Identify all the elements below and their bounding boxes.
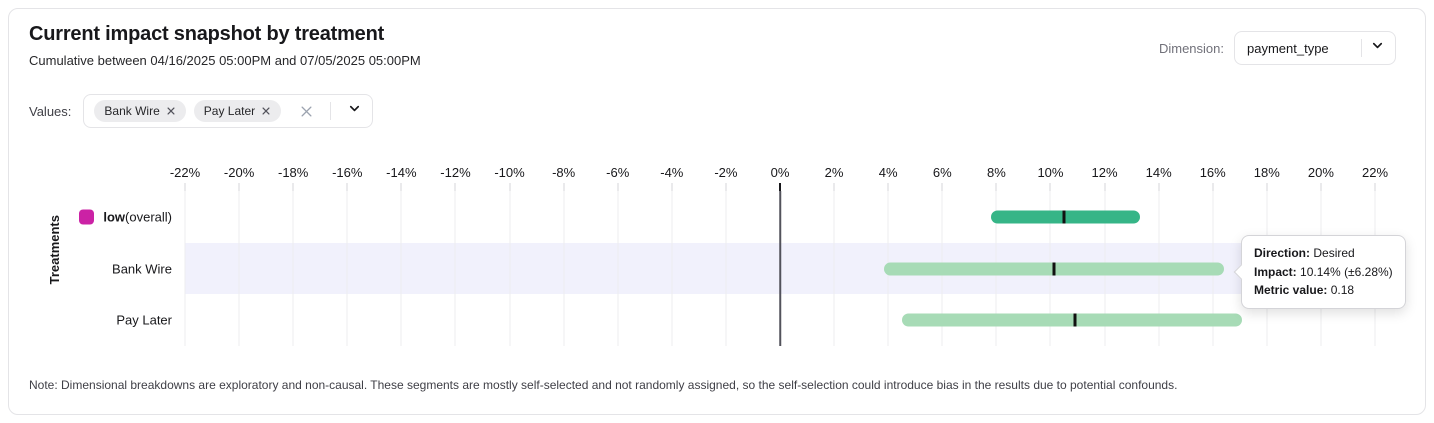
tooltip-direction-row: Direction: Desired bbox=[1254, 246, 1355, 260]
x-axis-tick-label: 22% bbox=[1361, 165, 1389, 180]
dimension-label: Dimension: bbox=[1158, 40, 1224, 56]
axis-tick bbox=[725, 183, 727, 191]
x-axis-tick-label: -10% bbox=[494, 165, 525, 180]
axis-tick bbox=[1266, 183, 1268, 191]
x-axis-tick-label: -8% bbox=[552, 165, 576, 180]
impact-marker bbox=[1062, 210, 1066, 224]
remove-chip-icon[interactable] bbox=[261, 106, 271, 116]
axis-tick bbox=[454, 183, 456, 191]
axis-tick bbox=[563, 183, 565, 191]
axis-tick bbox=[1212, 183, 1214, 191]
confidence-interval-bar[interactable] bbox=[901, 313, 1243, 327]
x-axis-tick-label: 20% bbox=[1307, 165, 1334, 180]
x-axis-tick-label: -18% bbox=[277, 165, 309, 180]
x-axis-tick-label: 18% bbox=[1253, 165, 1280, 180]
axis-tick bbox=[400, 183, 402, 191]
values-label: Values: bbox=[29, 103, 72, 119]
row-label: Bank Wire bbox=[112, 261, 172, 276]
x-axis-tick-label: 4% bbox=[878, 165, 898, 180]
x-axis-tick-label: -22% bbox=[169, 165, 201, 180]
axis-tick bbox=[833, 183, 835, 191]
plot-area: low (overall) Bank Wire Pay Later Directio… bbox=[79, 191, 1406, 346]
values-multiselect[interactable]: Bank Wire Pay Later bbox=[83, 94, 374, 128]
axis-tick bbox=[779, 183, 781, 191]
x-axis-tick-label: -16% bbox=[332, 165, 363, 180]
x-axis-tick-label: 0% bbox=[770, 165, 790, 180]
dimension-selected-value: payment_type bbox=[1247, 40, 1329, 56]
value-chip[interactable]: Pay Later bbox=[193, 100, 282, 122]
axis-tick bbox=[1158, 183, 1160, 191]
chip-label: Bank Wire bbox=[104, 104, 160, 118]
tooltip: Direction: Desired Impact: 10.14% (±6.28… bbox=[1241, 235, 1406, 309]
gridline bbox=[400, 191, 402, 346]
axis-tick bbox=[1049, 183, 1051, 191]
chip-label: Pay Later bbox=[203, 104, 256, 118]
gridline bbox=[563, 191, 565, 346]
impact-marker bbox=[1073, 313, 1077, 327]
axis-tick bbox=[1374, 183, 1376, 191]
chevron-down-icon[interactable] bbox=[347, 101, 362, 121]
zero-line bbox=[779, 191, 781, 346]
axis-tick bbox=[671, 183, 673, 191]
x-axis-tick-label: -6% bbox=[606, 165, 630, 180]
x-axis-tick-label: -20% bbox=[223, 165, 255, 180]
x-axis-tick-label: 8% bbox=[986, 165, 1006, 180]
axis-tick bbox=[995, 183, 997, 191]
gridline bbox=[671, 191, 673, 346]
clear-values-icon[interactable] bbox=[299, 104, 314, 119]
x-axis-tick-label: 6% bbox=[932, 165, 952, 180]
metric-swatch bbox=[79, 209, 95, 225]
x-axis-tick-label: -14% bbox=[386, 165, 417, 180]
gridline bbox=[292, 191, 294, 346]
axis-tick bbox=[1104, 183, 1106, 191]
divider bbox=[330, 102, 332, 120]
x-axis-tick-label: 10% bbox=[1037, 165, 1064, 180]
impact-snapshot-card: Current impact snapshot by treatment Cum… bbox=[8, 8, 1426, 415]
date-range-subtitle: Cumulative between 04/16/2025 05:00PM an… bbox=[29, 53, 421, 68]
axis-tick bbox=[941, 183, 943, 191]
x-axis-tick-label: -12% bbox=[440, 165, 471, 180]
divider bbox=[1361, 39, 1362, 57]
gridline bbox=[454, 191, 456, 346]
gridline bbox=[509, 191, 511, 346]
axis-tick bbox=[887, 183, 889, 191]
tooltip-metric-row: Metric value: 0.18 bbox=[1254, 283, 1355, 298]
x-axis-tick-label: 14% bbox=[1145, 165, 1172, 180]
x-axis-tick-label: 2% bbox=[824, 165, 844, 180]
x-axis-tick-label: 16% bbox=[1199, 165, 1226, 180]
row-label: low (overall) bbox=[79, 209, 172, 225]
gridline bbox=[346, 191, 348, 346]
x-axis-ticks bbox=[184, 183, 1376, 191]
chart-row: Pay Later bbox=[116, 294, 1375, 346]
impact-chart: -22% -20% -18% -16% -14% -12% -10% -8% -6% -4% -2%… bbox=[9, 163, 1425, 346]
chevron-down-icon bbox=[1370, 38, 1385, 58]
axis-tick bbox=[346, 183, 348, 191]
dimension-select[interactable]: payment_type bbox=[1234, 31, 1396, 65]
axis-tick bbox=[292, 183, 294, 191]
tooltip-impact-row: Impact: 10.14% (±6.28%) bbox=[1254, 264, 1393, 279]
page-title: Current impact snapshot by treatment bbox=[29, 23, 385, 45]
impact-marker bbox=[1052, 262, 1056, 275]
row-label: Pay Later bbox=[116, 312, 172, 328]
x-axis-tick-label: -2% bbox=[714, 165, 738, 180]
axis-tick bbox=[238, 183, 240, 191]
chart-row: low (overall) bbox=[79, 191, 1375, 243]
gridline bbox=[725, 191, 727, 346]
gridline bbox=[617, 191, 619, 346]
gridline bbox=[833, 191, 835, 346]
x-axis-tick-label: 12% bbox=[1091, 165, 1118, 180]
chart-rows: low (overall) Bank Wire Pay Later bbox=[79, 191, 1375, 346]
gridline bbox=[238, 191, 240, 346]
axis-tick bbox=[184, 183, 186, 191]
axis-tick bbox=[617, 183, 619, 191]
remove-chip-icon[interactable] bbox=[166, 106, 176, 116]
x-axis-tick-label: -4% bbox=[660, 165, 684, 180]
chart-row: Bank Wire bbox=[112, 243, 1375, 295]
gridline bbox=[184, 191, 186, 346]
axis-tick bbox=[1320, 183, 1322, 191]
note-text: Note: Dimensional breakdowns are explora… bbox=[29, 378, 1178, 392]
x-axis: -22% -20% -18% -16% -14% -12% -10% -8% -6% -4% -2%… bbox=[170, 163, 1388, 183]
value-chip[interactable]: Bank Wire bbox=[94, 100, 186, 122]
axis-tick bbox=[509, 183, 511, 191]
